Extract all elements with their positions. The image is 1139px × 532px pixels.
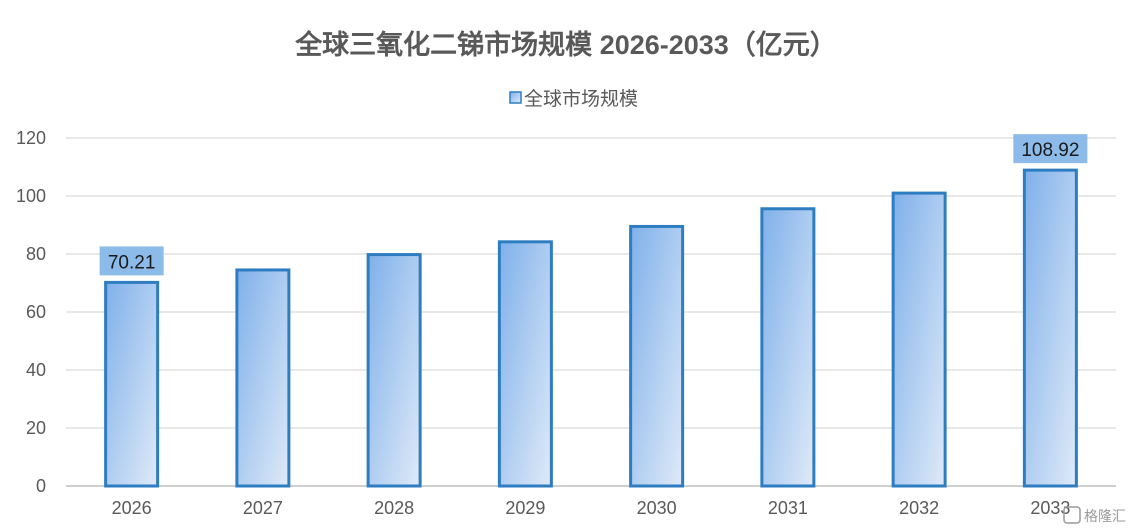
data-label-text: 108.92 <box>1021 140 1079 161</box>
legend-label: 全球市场规模 <box>524 88 638 110</box>
x-tick-label: 2032 <box>899 498 939 518</box>
bar-2029 <box>497 240 553 488</box>
x-tick-label: 2027 <box>243 498 283 518</box>
y-tick-label: 0 <box>36 476 46 496</box>
x-axis-ticks: 2026 2027 2028 2029 2030 2031 2032 2033 <box>112 498 1071 518</box>
data-label-2026: 70.21 <box>99 246 164 276</box>
y-tick-label: 40 <box>26 360 46 380</box>
chart-title: 全球三氧化二锑市场规模 2026-2033（亿元） <box>294 29 837 60</box>
bar-2033 <box>1022 168 1078 488</box>
bar-2031 <box>760 207 816 488</box>
data-labels: 70.21 108.92 <box>99 134 1088 276</box>
legend-swatch <box>509 91 522 104</box>
y-tick-label: 120 <box>16 128 46 148</box>
watermark-text: 格隆汇 <box>1084 508 1126 524</box>
x-tick-label: 2028 <box>374 498 414 518</box>
data-label-text: 70.21 <box>108 252 156 273</box>
x-tick-label: 2030 <box>637 498 677 518</box>
data-label-2033: 108.92 <box>1013 134 1088 164</box>
x-tick-label: 2031 <box>768 498 808 518</box>
bar-2027 <box>235 268 291 488</box>
y-tick-label: 60 <box>26 302 46 322</box>
gridlines <box>66 137 1116 487</box>
data-label-background <box>99 246 164 276</box>
y-axis-ticks: 0 20 40 60 80 100 120 <box>16 128 46 496</box>
bar-2030 <box>629 224 685 488</box>
x-tick-label: 2026 <box>112 498 152 518</box>
glh-logo-icon <box>1063 506 1081 524</box>
x-tick-label: 2029 <box>505 498 545 518</box>
x-tick-label: 2033 <box>1030 498 1070 518</box>
y-tick-label: 20 <box>26 418 46 438</box>
y-tick-label: 100 <box>16 186 46 206</box>
data-label-background <box>1013 134 1088 164</box>
bar-2032 <box>891 191 947 488</box>
bars <box>104 168 1078 488</box>
watermark: 格隆汇 <box>1063 506 1126 524</box>
bar-2026 <box>104 280 160 488</box>
bar-2028 <box>366 253 422 488</box>
y-tick-label: 80 <box>26 244 46 264</box>
legend: 全球市场规模 <box>509 88 638 110</box>
